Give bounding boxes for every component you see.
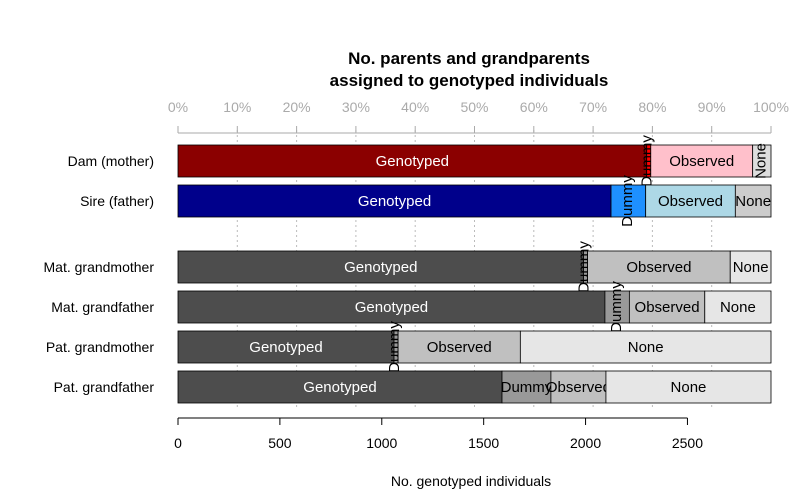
bar-segment-none <box>605 370 772 404</box>
category-label: Pat. grandmother <box>46 339 155 355</box>
segment-label: Observed <box>658 193 723 210</box>
top-axis-tick-label: 10% <box>223 99 251 115</box>
top-axis-tick-label: 100% <box>753 99 789 115</box>
bar-segment-observed <box>650 144 754 178</box>
bottom-axis-tick-label: 2500 <box>672 435 703 451</box>
top-axis-tick-label: 20% <box>283 99 311 115</box>
segment-label: Observed <box>546 379 611 396</box>
bar-segment-observed <box>550 370 607 404</box>
segment-label: None <box>720 299 756 316</box>
segment-label: Dummy <box>608 281 625 333</box>
bar-segment-none <box>704 290 772 324</box>
segment-label: Genotyped <box>355 299 428 316</box>
segment-label: None <box>628 339 664 356</box>
segment-label: Observed <box>626 259 691 276</box>
segment-label: None <box>671 379 707 396</box>
segment-label: Genotyped <box>303 379 376 396</box>
segment-label: Observed <box>427 339 492 356</box>
bar-segment-dummy <box>501 370 552 404</box>
bar-segment-observed <box>628 290 706 324</box>
bar-segment-none <box>734 184 772 218</box>
top-axis-tick-label: 80% <box>638 99 666 115</box>
bar-segment-none <box>729 250 772 284</box>
top-axis-tick-label: 60% <box>520 99 548 115</box>
segment-label: Dummy <box>619 175 636 227</box>
category-label: Mat. grandfather <box>51 299 154 315</box>
x-axis-label: No. genotyped individuals <box>391 473 551 489</box>
bottom-axis-tick-label: 0 <box>174 435 182 451</box>
top-axis-tick-label: 90% <box>698 99 726 115</box>
category-label: Dam (mother) <box>68 153 154 169</box>
bar-segment-genotyped <box>177 370 503 404</box>
category-label: Pat. grandfather <box>54 379 155 395</box>
top-axis-tick-label: 0% <box>168 99 188 115</box>
segment-label: Genotyped <box>249 339 322 356</box>
chart-title-line-2: assigned to genotyped individuals <box>330 71 609 90</box>
bottom-count-axis: 0 500 1000 1500 2000 2500 <box>174 417 703 451</box>
segment-label: None <box>735 193 771 210</box>
segment-label: Dummy <box>501 379 553 396</box>
segment-label: Genotyped <box>358 193 431 210</box>
top-axis-tick-label: 30% <box>342 99 370 115</box>
segment-label: Observed <box>635 299 700 316</box>
top-percent-axis: 0% 10% 20% 30% 40% 50% 60% 70% 80% 90% 100% <box>168 99 789 134</box>
category-label: Mat. grandmother <box>44 259 155 275</box>
bottom-axis-tick-label: 500 <box>268 435 292 451</box>
bottom-axis-tick-label: 1000 <box>366 435 397 451</box>
top-axis-tick-label: 40% <box>401 99 429 115</box>
bottom-axis-tick-label: 1500 <box>468 435 499 451</box>
category-labels: Dam (mother) Sire (father) Mat. grandmothe… <box>44 153 155 395</box>
category-label: Sire (father) <box>80 193 154 209</box>
chart-title-line-1: No. parents and grandparents <box>348 49 590 68</box>
bar-segment-none <box>752 144 772 178</box>
bar-segment-none <box>519 330 772 364</box>
bar-segment-observed <box>397 330 521 364</box>
top-axis-tick-label: 70% <box>579 99 607 115</box>
segment-label: None <box>733 259 769 276</box>
segment-label: Genotyped <box>344 259 417 276</box>
segment-label: None <box>752 143 769 179</box>
bar-segment-genotyped <box>177 250 584 284</box>
bar-segment-observed <box>587 250 731 284</box>
top-axis-tick-label: 50% <box>460 99 488 115</box>
segment-label: Observed <box>669 153 734 170</box>
segment-label: Genotyped <box>376 153 449 170</box>
bar-segment-genotyped <box>177 144 648 178</box>
bottom-axis-tick-label: 2000 <box>570 435 601 451</box>
bar-segment-observed <box>645 184 736 218</box>
